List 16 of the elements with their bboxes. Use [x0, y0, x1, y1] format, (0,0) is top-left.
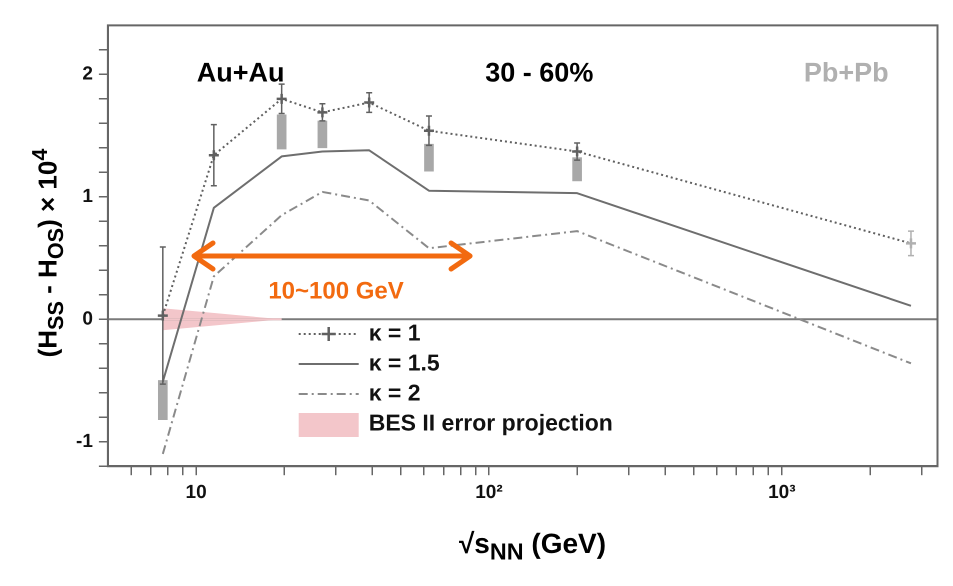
legend-label: κ = 2 — [368, 379, 421, 406]
x-tick-label: 10³ — [768, 482, 796, 503]
y-tick-label: 1 — [82, 186, 94, 208]
x-tick-label: 10² — [475, 482, 503, 503]
legend-label: κ = 1.5 — [368, 349, 440, 376]
annotation: 10~100 GeV — [268, 278, 404, 305]
x-axis-title: √s$_{NN}$ (GeV) — [458, 528, 608, 566]
legend-label: BES II error projection — [368, 409, 613, 436]
y-tick-label: 0 — [82, 308, 93, 330]
y-tick-label: -1 — [76, 430, 94, 452]
y-tick-label: 2 — [82, 64, 93, 85]
annotation: Au+Au — [196, 57, 285, 88]
legend-label: κ = 1 — [368, 319, 421, 346]
annotation: Pb+Pb — [804, 57, 889, 88]
x-tick-label: 10 — [185, 482, 207, 503]
annotation: 30 - 60% — [485, 57, 594, 88]
